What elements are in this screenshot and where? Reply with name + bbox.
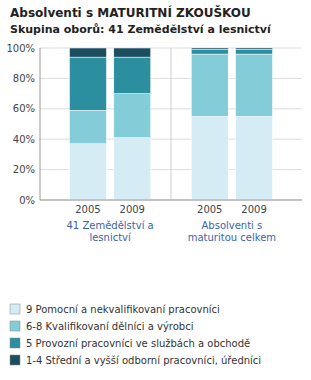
- bar-segment: [236, 48, 273, 50]
- bar-segment: [114, 48, 151, 57]
- x-tick-label: 2005: [75, 204, 100, 215]
- bar-segment: [70, 110, 107, 143]
- group-label: 41 Zemědělství alesnictví: [67, 220, 154, 243]
- y-tick-label: 40%: [13, 134, 35, 145]
- grid: [40, 48, 302, 200]
- legend-label: 9 Pomocní a nekvalifikovaní pracovníci: [26, 304, 220, 315]
- x-tick-label: 2009: [120, 204, 145, 215]
- legend-swatch: [10, 304, 20, 314]
- y-tick-label: 20%: [13, 164, 35, 175]
- legend-label: 5 Provozní pracovníci ve službách a obch…: [26, 338, 250, 349]
- group-label-line: maturitou celkem: [188, 232, 276, 243]
- y-tick-label: 60%: [13, 103, 35, 114]
- bar-segment: [236, 116, 273, 200]
- bar-segment: [114, 94, 151, 138]
- x-axis: [40, 200, 302, 201]
- bar-segment: [114, 138, 151, 200]
- group-label-line: 41 Zemědělství a: [67, 220, 154, 231]
- bar-segment: [114, 57, 151, 93]
- bar-segment: [191, 116, 228, 200]
- bar-segment: [191, 48, 228, 50]
- y-tick-label: 0%: [19, 195, 35, 206]
- bars: [70, 48, 273, 200]
- grid-line: [40, 200, 302, 201]
- x-tick-label: 2009: [241, 204, 266, 215]
- x-tick-label: 2005: [197, 204, 222, 215]
- legend-label: 1-4 Střední a vyšší odborní pracovníci, …: [26, 355, 261, 366]
- bar-segment: [191, 50, 228, 55]
- y-axis: [40, 48, 41, 200]
- group-divider: [171, 48, 172, 200]
- bar-segment: [70, 144, 107, 200]
- bar-segment: [70, 48, 107, 57]
- chart-container: Absolventi s MATURITNÍ ZKOUŠKOU Skupina o…: [0, 0, 311, 380]
- bar-segment: [236, 54, 273, 116]
- chart-svg: Absolventi s MATURITNÍ ZKOUŠKOU Skupina o…: [0, 0, 311, 380]
- bar-segment: [236, 50, 273, 55]
- legend-swatch: [10, 355, 20, 365]
- subtitle: Skupina oborů: 41 Zemědělství a lesnictv…: [10, 23, 272, 36]
- legend-label: 6-8 Kvalifikovaní dělníci a výrobci: [26, 321, 194, 332]
- bar-segment: [191, 54, 228, 116]
- legend-swatch: [10, 321, 20, 331]
- y-tick-label: 80%: [13, 73, 35, 84]
- group-label-line: Absolventi s: [201, 220, 262, 231]
- y-tick-label: 100%: [6, 43, 35, 54]
- title: Absolventi s MATURITNÍ ZKOUŠKOU: [10, 5, 251, 20]
- bar-segment: [70, 57, 107, 110]
- group-label-line: lesnictví: [89, 232, 132, 243]
- group-label: Absolventi smaturitou celkem: [188, 220, 276, 243]
- legend: 9 Pomocní a nekvalifikovaní pracovníci 6-…: [10, 304, 261, 366]
- legend-swatch: [10, 338, 20, 348]
